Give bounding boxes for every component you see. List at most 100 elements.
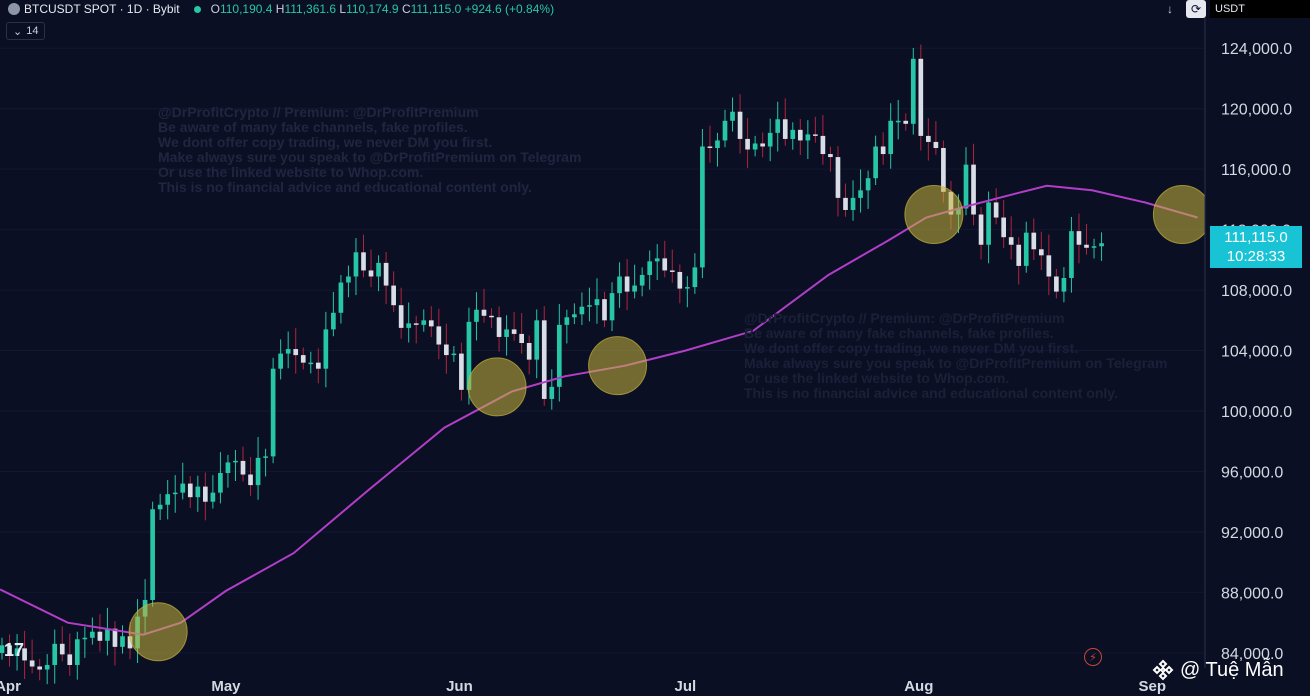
candle (413, 315, 419, 344)
candle-body (511, 329, 517, 334)
candle (1091, 238, 1097, 259)
candle (444, 323, 449, 374)
currency-select[interactable]: USDT (1210, 0, 1310, 18)
candle-body (240, 460, 246, 475)
watermark-line: Make always sure you speak to @DrProfitP… (744, 355, 1168, 371)
candle-body (406, 323, 412, 328)
candle (775, 101, 781, 152)
download-icon[interactable]: ↓ (1167, 2, 1173, 16)
highlight-circle (1152, 185, 1212, 245)
candle (888, 103, 894, 169)
candle-body (1016, 244, 1022, 266)
candle-body (707, 146, 713, 148)
last-price-tag: 111,115.0 10:28:33 (1210, 226, 1302, 268)
candle (248, 456, 253, 496)
symbol-icon[interactable] (8, 3, 20, 15)
candle-body (639, 274, 645, 286)
indicator-toggle[interactable]: ⌄ 14 (6, 22, 46, 40)
candle (7, 634, 12, 667)
candle (14, 634, 20, 671)
candle-body (1091, 246, 1097, 248)
candle (150, 501, 155, 607)
watermark-upper: @DrProfitCrypto // Premium: @DrProfitPre… (158, 105, 581, 195)
candle (180, 462, 186, 500)
price-axis-bg (1205, 18, 1310, 668)
candle-body (474, 309, 479, 322)
refresh-icon[interactable]: ⟳ (1186, 0, 1206, 18)
candle-body (323, 329, 329, 369)
candle-body (737, 111, 743, 139)
candle (157, 493, 163, 521)
tradingview-logo-icon[interactable]: 17 (4, 640, 24, 661)
candle (451, 346, 457, 362)
annotation-circles (128, 185, 1212, 662)
candle (436, 308, 442, 360)
candle-body (14, 648, 20, 656)
y-tick-label: 104,000.0 (1221, 344, 1292, 361)
candle (865, 170, 871, 209)
candle-body (353, 252, 359, 277)
candle-body (662, 258, 668, 271)
candle-body (459, 353, 464, 390)
candle (617, 262, 622, 308)
candle-body (248, 474, 253, 486)
candle (1061, 267, 1067, 303)
candle (459, 342, 464, 401)
candle-body (624, 276, 630, 292)
candle (971, 143, 976, 226)
candle (669, 249, 675, 283)
candle-body (828, 154, 833, 158)
candle-body (180, 483, 186, 493)
candle-body (933, 141, 939, 148)
candle (240, 446, 246, 482)
candle-body (157, 504, 163, 510)
candle (707, 125, 713, 163)
candle-body (730, 111, 735, 121)
candle (120, 625, 125, 654)
candle-body (1001, 217, 1006, 238)
watermark-line: @DrProfitCrypto // Premium: @DrProfitPre… (158, 104, 479, 120)
candle (67, 633, 73, 676)
candle-body (760, 143, 765, 147)
candle (428, 306, 434, 338)
last-price: 111,115.0 (1224, 229, 1288, 246)
flash-icon[interactable]: ⚡ (1084, 648, 1102, 666)
candle (692, 253, 698, 294)
ohlc-open-label: O (210, 2, 220, 16)
candle-body (850, 197, 856, 210)
candle-body (805, 134, 811, 141)
candle-body (918, 58, 924, 136)
candle (421, 309, 427, 332)
ohlc-values: O110,190.4 H111,361.6 L110,174.9 C111,11… (211, 2, 554, 16)
candle (22, 630, 27, 680)
candle (165, 479, 171, 520)
candle (74, 631, 80, 680)
candle-body (1031, 232, 1037, 250)
candle-body (564, 317, 570, 325)
candle (587, 287, 592, 322)
ohlc-change: +924.6 (+0.84%) (464, 2, 555, 16)
candle (398, 287, 404, 339)
candle (737, 94, 743, 154)
candle-body (1084, 244, 1089, 248)
candle-body (843, 197, 848, 210)
candle-body (858, 190, 863, 198)
candle (1099, 232, 1104, 261)
candle-body (44, 664, 50, 670)
candle (745, 118, 750, 169)
ma-series (0, 184, 1198, 636)
chart-tools: ↓ ⟳ (1160, 0, 1206, 18)
candle (1031, 218, 1037, 261)
candle-body (993, 202, 999, 218)
candle-body (315, 362, 321, 369)
candle-body (632, 285, 637, 292)
candle (730, 97, 735, 132)
candle (926, 118, 931, 161)
symbol-title[interactable]: BTCUSDT SPOT · 1D · Bybit (24, 2, 180, 16)
candle (700, 128, 705, 279)
candle (1023, 221, 1029, 273)
ohlc-high-label: H (275, 2, 285, 16)
candle (880, 132, 886, 165)
candle (225, 454, 231, 488)
